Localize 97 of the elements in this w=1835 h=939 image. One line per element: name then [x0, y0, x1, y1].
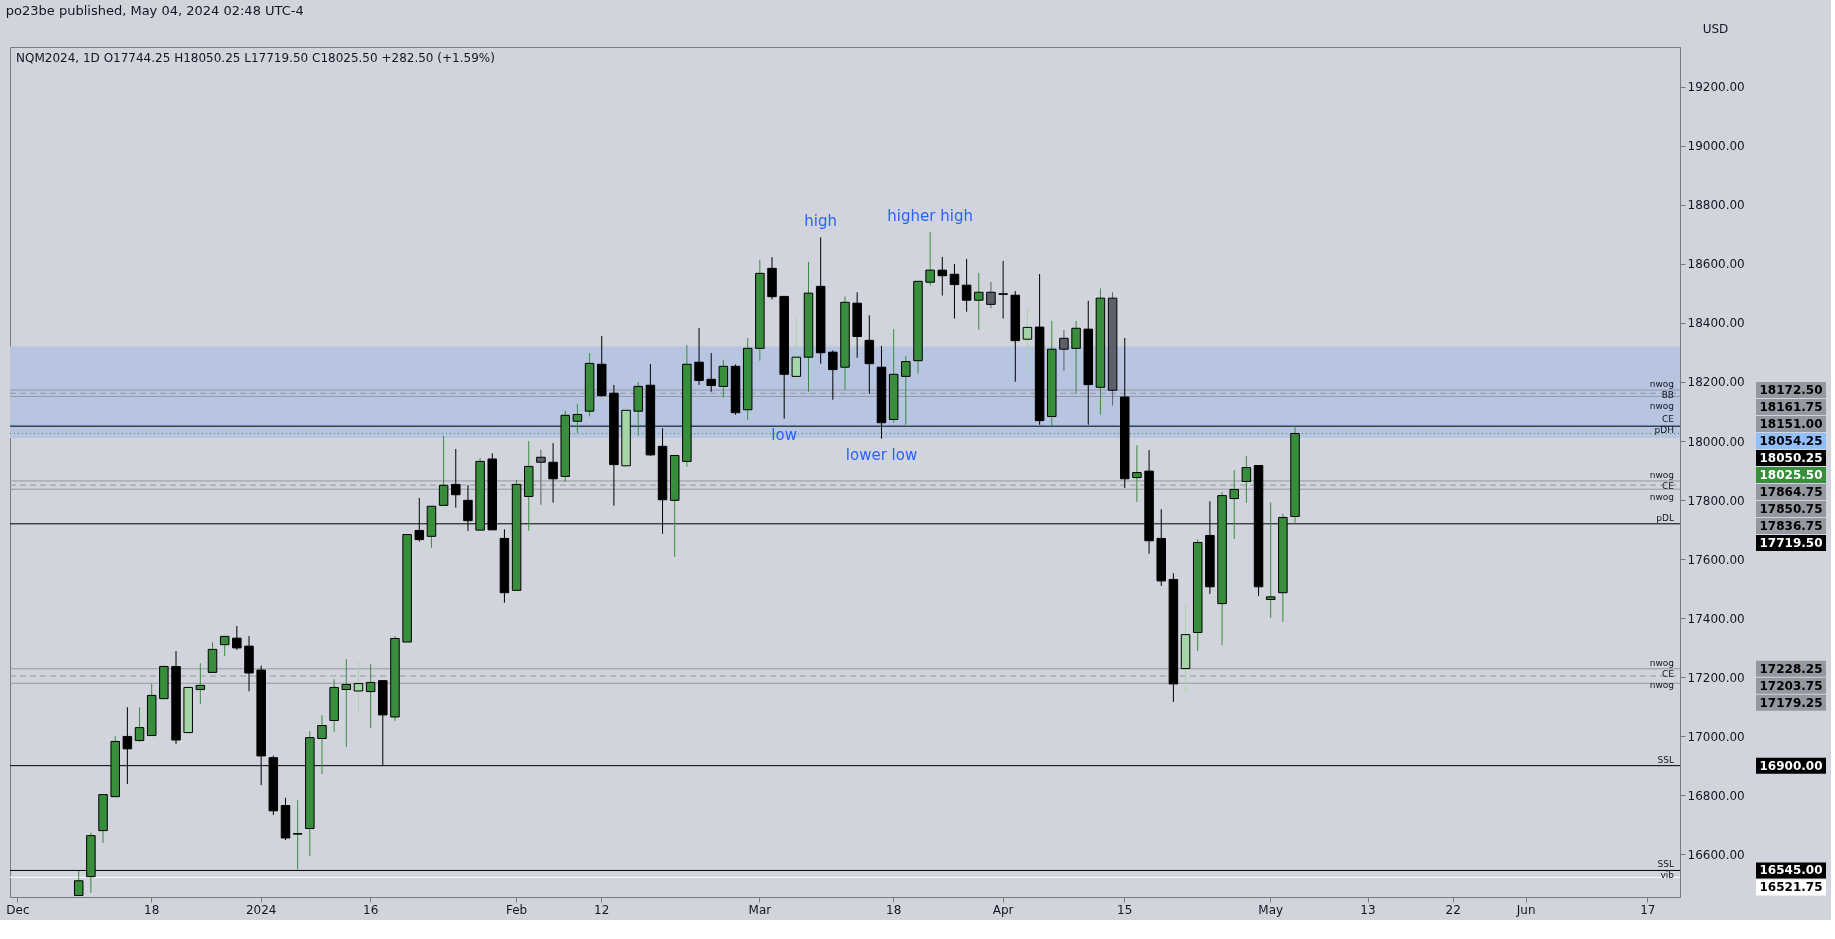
text: 17228.25 — [1759, 661, 1823, 676]
x-tick-label: Apr — [992, 902, 1014, 917]
candlestick — [365, 663, 376, 729]
candlestick — [998, 260, 1008, 320]
y-tick-label: 16800.00 — [1687, 788, 1745, 803]
candlestick — [341, 658, 352, 748]
candlestick — [974, 272, 984, 331]
ref-line-label: pDH — [1654, 425, 1674, 435]
ref-line-label: nwog — [1649, 469, 1674, 480]
ref-line-label: CE — [1662, 668, 1675, 679]
text: 16521.75 — [1759, 880, 1823, 895]
ref-line-label: SSL — [1657, 859, 1674, 870]
candlestick — [986, 281, 996, 309]
ref-line-label: nwog — [1649, 657, 1674, 668]
candlestick — [1059, 329, 1069, 372]
ref-line-label: nwog — [1649, 491, 1674, 502]
candlestick — [207, 641, 218, 673]
y-tick-label: 18400.00 — [1687, 316, 1745, 331]
text: 17179.25 — [1759, 695, 1823, 710]
y-tick-label: 17800.00 — [1687, 493, 1745, 508]
text: 18172.50 — [1759, 383, 1823, 398]
ref-line-label: CE — [1662, 414, 1675, 424]
ref-line-label: vib — [1660, 870, 1675, 881]
ref-line-label: CE — [1662, 480, 1675, 491]
text: 18151.00 — [1759, 417, 1823, 432]
ref-line-label: pDL — [1656, 512, 1674, 523]
x-tick-label: 13 — [1360, 902, 1376, 917]
y-tick-label: 17600.00 — [1687, 552, 1745, 567]
candlestick — [791, 317, 802, 388]
candlestick — [949, 263, 960, 320]
ref-line-label: nwog — [1649, 679, 1674, 690]
candlestick — [353, 661, 364, 712]
y-tick-label: 17200.00 — [1687, 670, 1745, 685]
x-tick-label: 12 — [594, 902, 610, 917]
candlestick — [219, 635, 230, 657]
text: 18025.50 — [1759, 468, 1823, 483]
x-tick-label: 22 — [1445, 902, 1461, 917]
annotation: low — [771, 425, 797, 444]
candlestick — [694, 327, 704, 386]
x-tick-label: Mar — [748, 902, 772, 917]
candlestick — [451, 448, 461, 509]
x-tick-label: 2024 — [245, 902, 277, 917]
text: 16545.00 — [1759, 863, 1823, 878]
candlestick — [438, 435, 449, 506]
y-tick-label: 18200.00 — [1687, 375, 1745, 390]
text: 17836.75 — [1759, 519, 1823, 534]
y-tick-label: 18000.00 — [1687, 434, 1745, 449]
text: 17850.75 — [1759, 502, 1823, 517]
chart-title: NQM2024, 1D O17744.25 H18050.25 L17719.50 C18025.50 +282.50 (+1.59%) — [16, 51, 495, 65]
candlestick — [706, 352, 716, 393]
ref-line-label: nwog — [1649, 379, 1674, 390]
candlestick — [961, 258, 972, 313]
candlestick — [1022, 307, 1033, 374]
x-tick-label: 17 — [1640, 902, 1656, 917]
candlestick — [134, 706, 145, 743]
x-tick-label: May — [1258, 902, 1284, 917]
y-tick-label: 18800.00 — [1687, 198, 1745, 213]
candlestick — [1071, 320, 1081, 395]
x-tick-label: 16 — [363, 902, 379, 917]
text: 18054.25 — [1759, 434, 1823, 449]
y-tick-label: 19200.00 — [1687, 80, 1745, 95]
y-axis-title: USD — [1702, 21, 1729, 36]
candlestick — [548, 442, 558, 504]
y-tick-label: 19000.00 — [1687, 139, 1745, 154]
annotation: high — [804, 212, 838, 231]
candlestick — [864, 314, 875, 395]
annotation: lower low — [845, 445, 918, 464]
x-tick-label: 18 — [886, 902, 902, 917]
text: 18161.75 — [1759, 400, 1823, 415]
y-tick-label: 16600.00 — [1687, 847, 1745, 862]
candlestick — [828, 349, 838, 401]
text: 16900.00 — [1759, 758, 1823, 773]
candlestick — [718, 359, 729, 399]
candlestick — [925, 231, 935, 286]
text: 18050.25 — [1759, 451, 1823, 466]
chart-subtitle: po23be published, May 04, 2024 02:48 UTC-4 — [5, 3, 304, 18]
candlestick — [937, 256, 948, 297]
text: 17203.75 — [1759, 678, 1823, 693]
ref-line-label: nwog — [1649, 401, 1674, 412]
annotation: higher high — [887, 206, 973, 225]
x-tick-label: Dec — [6, 902, 30, 917]
candlestick — [1241, 455, 1252, 504]
candlestick — [1132, 444, 1142, 503]
y-tick-label: 18600.00 — [1687, 257, 1745, 272]
y-tick-label: 17000.00 — [1687, 729, 1745, 744]
x-tick-label: 18 — [144, 902, 160, 917]
x-tick-label: Feb — [505, 902, 528, 917]
text: 17864.75 — [1759, 485, 1823, 500]
x-tick-label: 15 — [1117, 902, 1133, 917]
ref-line-label: SSL — [1657, 754, 1674, 765]
candlestick — [536, 449, 546, 506]
candlestick — [195, 662, 206, 705]
text: 17719.50 — [1759, 536, 1823, 551]
ref-line-label: BB — [1661, 390, 1674, 401]
x-tick-label: Jun — [1515, 902, 1536, 917]
y-tick-label: 17400.00 — [1687, 611, 1745, 626]
candlestick — [232, 625, 242, 651]
